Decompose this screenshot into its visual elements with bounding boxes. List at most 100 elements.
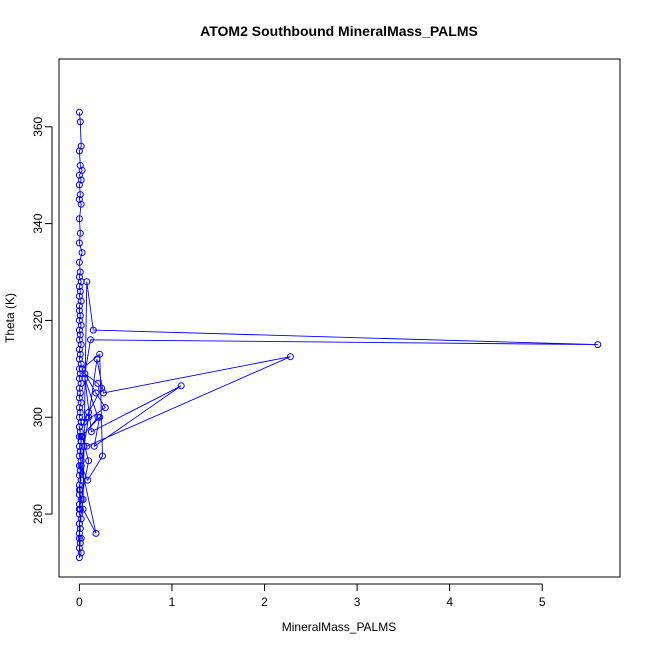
data-point bbox=[78, 249, 86, 257]
data-point bbox=[77, 142, 85, 150]
data-point bbox=[77, 496, 85, 503]
data-point bbox=[75, 147, 83, 155]
data-point bbox=[75, 181, 83, 189]
data-point bbox=[75, 394, 83, 402]
data-point bbox=[77, 360, 85, 368]
x-tick-label: 4 bbox=[446, 595, 453, 609]
data-point bbox=[93, 355, 101, 363]
y-tick-label: 320 bbox=[31, 310, 45, 330]
data-point bbox=[83, 442, 91, 450]
data-point bbox=[77, 200, 85, 208]
data-point bbox=[77, 462, 85, 470]
y-tick-label: 280 bbox=[31, 504, 45, 524]
data-point bbox=[75, 486, 83, 494]
data-point bbox=[76, 350, 84, 358]
data-point bbox=[77, 418, 85, 426]
x-axis-label: MineralMass_PALMS bbox=[282, 620, 396, 634]
data-point bbox=[75, 108, 83, 116]
y-axis: 280 300 320 340 360 bbox=[31, 116, 53, 524]
x-tick-label: 1 bbox=[169, 595, 176, 609]
data-point bbox=[76, 162, 84, 169]
data-point bbox=[80, 418, 88, 426]
data-point bbox=[76, 312, 84, 320]
x-tick-label: 5 bbox=[539, 595, 546, 609]
data-point bbox=[76, 539, 84, 547]
data-point bbox=[75, 326, 83, 334]
data-point bbox=[76, 287, 84, 295]
data-point bbox=[76, 525, 84, 533]
data-point bbox=[76, 191, 84, 199]
data-point bbox=[75, 554, 83, 562]
data-point bbox=[75, 481, 83, 489]
data-point bbox=[87, 336, 94, 344]
data-point bbox=[76, 331, 84, 339]
data-point bbox=[75, 273, 83, 281]
data-point bbox=[76, 118, 84, 126]
data-point bbox=[85, 408, 93, 416]
data-point bbox=[75, 384, 83, 392]
data-point bbox=[75, 534, 83, 542]
data-point bbox=[81, 375, 89, 382]
data-point bbox=[98, 384, 106, 392]
plot-frame bbox=[58, 58, 621, 578]
x-tick-label: 0 bbox=[76, 595, 83, 609]
data-point bbox=[75, 423, 83, 431]
data-point bbox=[90, 442, 98, 450]
data-point bbox=[75, 505, 83, 513]
data-point bbox=[75, 510, 83, 518]
data-point bbox=[75, 413, 83, 421]
data-point bbox=[101, 404, 109, 412]
data-point bbox=[76, 229, 84, 237]
y-axis-label: Theta (K) bbox=[3, 293, 17, 343]
x-axis: 0 1 2 3 4 5 bbox=[76, 583, 546, 609]
data-point bbox=[94, 379, 102, 387]
data-point bbox=[75, 544, 83, 552]
data-point bbox=[78, 433, 86, 441]
data-point bbox=[75, 529, 83, 537]
data-point bbox=[286, 353, 294, 361]
data-point bbox=[83, 278, 91, 286]
data-point bbox=[77, 515, 85, 523]
data-point bbox=[84, 476, 92, 484]
data-point bbox=[77, 399, 85, 407]
data-point bbox=[99, 452, 106, 460]
data-point bbox=[76, 467, 84, 474]
data-point bbox=[75, 239, 83, 247]
data-point bbox=[77, 457, 85, 465]
data-point bbox=[75, 215, 83, 223]
data-point bbox=[89, 326, 97, 334]
data-point bbox=[92, 389, 100, 397]
data-point bbox=[75, 283, 83, 290]
data-point bbox=[77, 297, 85, 305]
data-point bbox=[76, 408, 84, 416]
data-point bbox=[77, 341, 85, 349]
data-point bbox=[75, 520, 83, 528]
data-point bbox=[79, 505, 87, 513]
data-point bbox=[75, 365, 83, 373]
data-point bbox=[94, 413, 102, 421]
data-point bbox=[85, 457, 93, 465]
data-point bbox=[177, 382, 185, 390]
data-point bbox=[76, 428, 84, 436]
data-point bbox=[78, 365, 86, 373]
data-point bbox=[77, 549, 85, 557]
series-layer bbox=[75, 108, 602, 562]
y-tick-label: 360 bbox=[31, 116, 45, 136]
data-point bbox=[76, 370, 84, 378]
data-point bbox=[77, 176, 85, 184]
x-tick-label: 3 bbox=[354, 595, 361, 609]
x-tick-label: 2 bbox=[261, 595, 268, 609]
data-point bbox=[76, 268, 84, 276]
data-point bbox=[594, 341, 602, 349]
data-point bbox=[99, 389, 107, 397]
data-point bbox=[92, 529, 100, 537]
data-point bbox=[75, 316, 83, 324]
data-point bbox=[75, 404, 83, 412]
y-tick-label: 340 bbox=[31, 213, 45, 233]
chart-title: ATOM2 Southbound MineralMass_PALMS bbox=[200, 23, 478, 39]
data-point bbox=[77, 437, 85, 445]
data-point bbox=[75, 258, 83, 266]
data-point bbox=[75, 442, 83, 450]
data-point bbox=[77, 321, 85, 329]
data-point bbox=[75, 336, 83, 344]
